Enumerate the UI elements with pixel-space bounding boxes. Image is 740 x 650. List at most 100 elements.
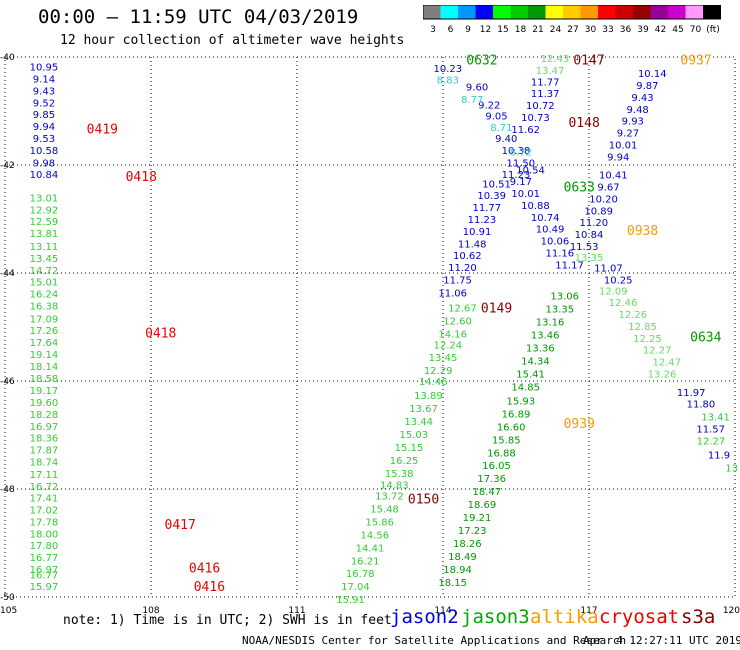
wave-height-reading: 16.97: [30, 565, 59, 576]
x-tick-label: 117: [580, 606, 597, 616]
wave-height-reading: 19.17: [30, 386, 59, 397]
wave-height-reading: 12.59: [30, 217, 59, 228]
wave-height-reading: 11.17: [555, 260, 584, 271]
wave-height-reading: 11.48: [458, 239, 487, 250]
pass-number-label: 0418: [145, 326, 176, 341]
pass-number-label: 0149: [481, 302, 512, 317]
wave-height-reading: 15.86: [365, 517, 394, 528]
wave-height-reading: 10.20: [589, 194, 618, 205]
wave-height-reading: 13.35: [575, 253, 604, 264]
wave-height-reading: 9.43: [631, 93, 653, 104]
pass-labels: 0419 0418 0418 0417 0416 0416 0632 0147 0937 0148…: [87, 54, 722, 596]
color-swatch: [563, 5, 581, 19]
pass-number-label: 0147: [573, 54, 604, 69]
wave-height-reading: 13.16: [536, 318, 565, 329]
wave-height-reading: 16.24: [30, 290, 59, 301]
color-scale-label: 6: [448, 25, 454, 35]
wave-height-reading: 17.87: [30, 446, 59, 457]
wave-height-reading: 11.37: [531, 89, 560, 100]
x-tick-label: 120: [723, 606, 740, 616]
wave-height-reading: 9.98: [33, 158, 55, 169]
color-scale-label: 70: [690, 25, 702, 35]
track-jason2-a: 10.959.149.439.529.859.949.5310.589.9810…: [30, 63, 59, 181]
wave-height-reading: 15.41: [516, 369, 545, 380]
page-subtitle: 12 hour collection of altimeter wave hei…: [60, 33, 405, 48]
wave-height-reading: 9.52: [33, 98, 55, 109]
color-scale-label: (ft): [706, 25, 720, 35]
wave-height-reading: 8.83: [437, 76, 459, 87]
color-scale-label: 3: [430, 25, 436, 35]
color-swatch: [475, 5, 493, 19]
wave-height-reading: 18.28: [30, 410, 59, 421]
legend-altika: altika: [530, 606, 599, 628]
wave-height-reading: 10.84: [30, 170, 59, 181]
wave-height-reading: 17.23: [458, 526, 487, 537]
color-swatch: [615, 5, 633, 19]
wave-height-reading: 12.43: [541, 54, 570, 65]
y-tick-label: -48: [0, 485, 15, 495]
wave-height-reading: 16.21: [351, 556, 380, 567]
wave-height-reading: 11.53: [570, 242, 599, 253]
wave-height-reading: 12.27: [643, 346, 672, 357]
pass-number-label: 0633: [564, 181, 595, 196]
wave-height-reading: 11.50: [507, 158, 536, 169]
wave-height-reading: 16.97: [30, 422, 59, 433]
x-tick-label: 105: [0, 606, 17, 616]
wave-height-reading: 13.35: [545, 305, 574, 316]
color-swatch: [545, 5, 563, 19]
wave-height-reading: 13.41: [701, 413, 730, 424]
wave-height-reading: 12.47: [653, 358, 682, 369]
wave-height-reading: 11.80: [687, 400, 716, 411]
wave-height-reading: 9.94: [33, 122, 55, 133]
wave-height-reading: 12.25: [633, 334, 662, 345]
wave-height-reading: 10.95: [30, 63, 59, 74]
wave-height-reading: 17.78: [30, 517, 59, 528]
wave-height-reading: 11.57: [696, 425, 725, 436]
wave-height-reading: 13.72: [375, 491, 404, 502]
wave-height-reading: 15.85: [492, 435, 521, 446]
wave-height-reading: 18.26: [453, 539, 482, 550]
wave-height-reading: 9.67: [597, 183, 619, 194]
color-swatch: [528, 5, 546, 19]
color-scale-label: 24: [550, 25, 562, 35]
wave-height-reading: 13.89: [414, 391, 443, 402]
wave-height-reading: 11.06: [438, 288, 467, 299]
wave-height-reading: 12.67: [448, 304, 477, 315]
pass-number-label: 0416: [194, 580, 225, 595]
wave-height-reading: 17.80: [30, 541, 59, 552]
map-frame: [4, 56, 736, 598]
wave-height-reading: 11.07: [594, 264, 623, 275]
color-swatch: [493, 5, 511, 19]
wave-height-reading: 12.92: [30, 205, 59, 216]
wave-height-reading: 10.41: [599, 171, 628, 182]
wave-height-reading: 10.91: [463, 227, 492, 238]
wave-height-reading: 16.25: [390, 456, 419, 467]
wave-height-reading: 14.56: [361, 530, 390, 541]
wave-height-reading: 11.20: [448, 263, 477, 274]
wave-height-reading: 16.89: [502, 409, 531, 420]
axis-ticks: 105 108 111 114 117 120 -40 -42 -44 -46 -48 -50: [0, 53, 740, 616]
color-swatch: [633, 5, 651, 19]
legend-jason2: jason2: [390, 606, 459, 628]
wave-height-reading: 10.73: [521, 113, 550, 124]
pass-number-label: 0148: [568, 116, 599, 131]
wave-height-reading: 10.39: [477, 191, 506, 202]
wave-height-reading: 13.45: [429, 353, 458, 364]
wave-height-reading: 17.11: [30, 470, 59, 481]
pass-number-label: 0939: [564, 417, 595, 432]
color-scale-label: 42: [655, 25, 666, 35]
wave-height-reading: 11.62: [511, 125, 540, 136]
wave-height-reading: 18.74: [30, 457, 59, 468]
wave-height-reading: 16.77: [30, 553, 59, 564]
wave-height-reading: 14.85: [511, 382, 540, 393]
wave-height-reading: 11.75: [443, 275, 472, 286]
wave-height-reading: 9.05: [485, 111, 507, 122]
color-swatch: [440, 5, 458, 19]
wave-height-reading: 13.11: [30, 242, 59, 253]
wave-height-reading: 17.36: [477, 474, 506, 485]
wave-height-reading: 16.05: [482, 461, 511, 472]
wave-height-reading: 14.16: [438, 329, 467, 340]
